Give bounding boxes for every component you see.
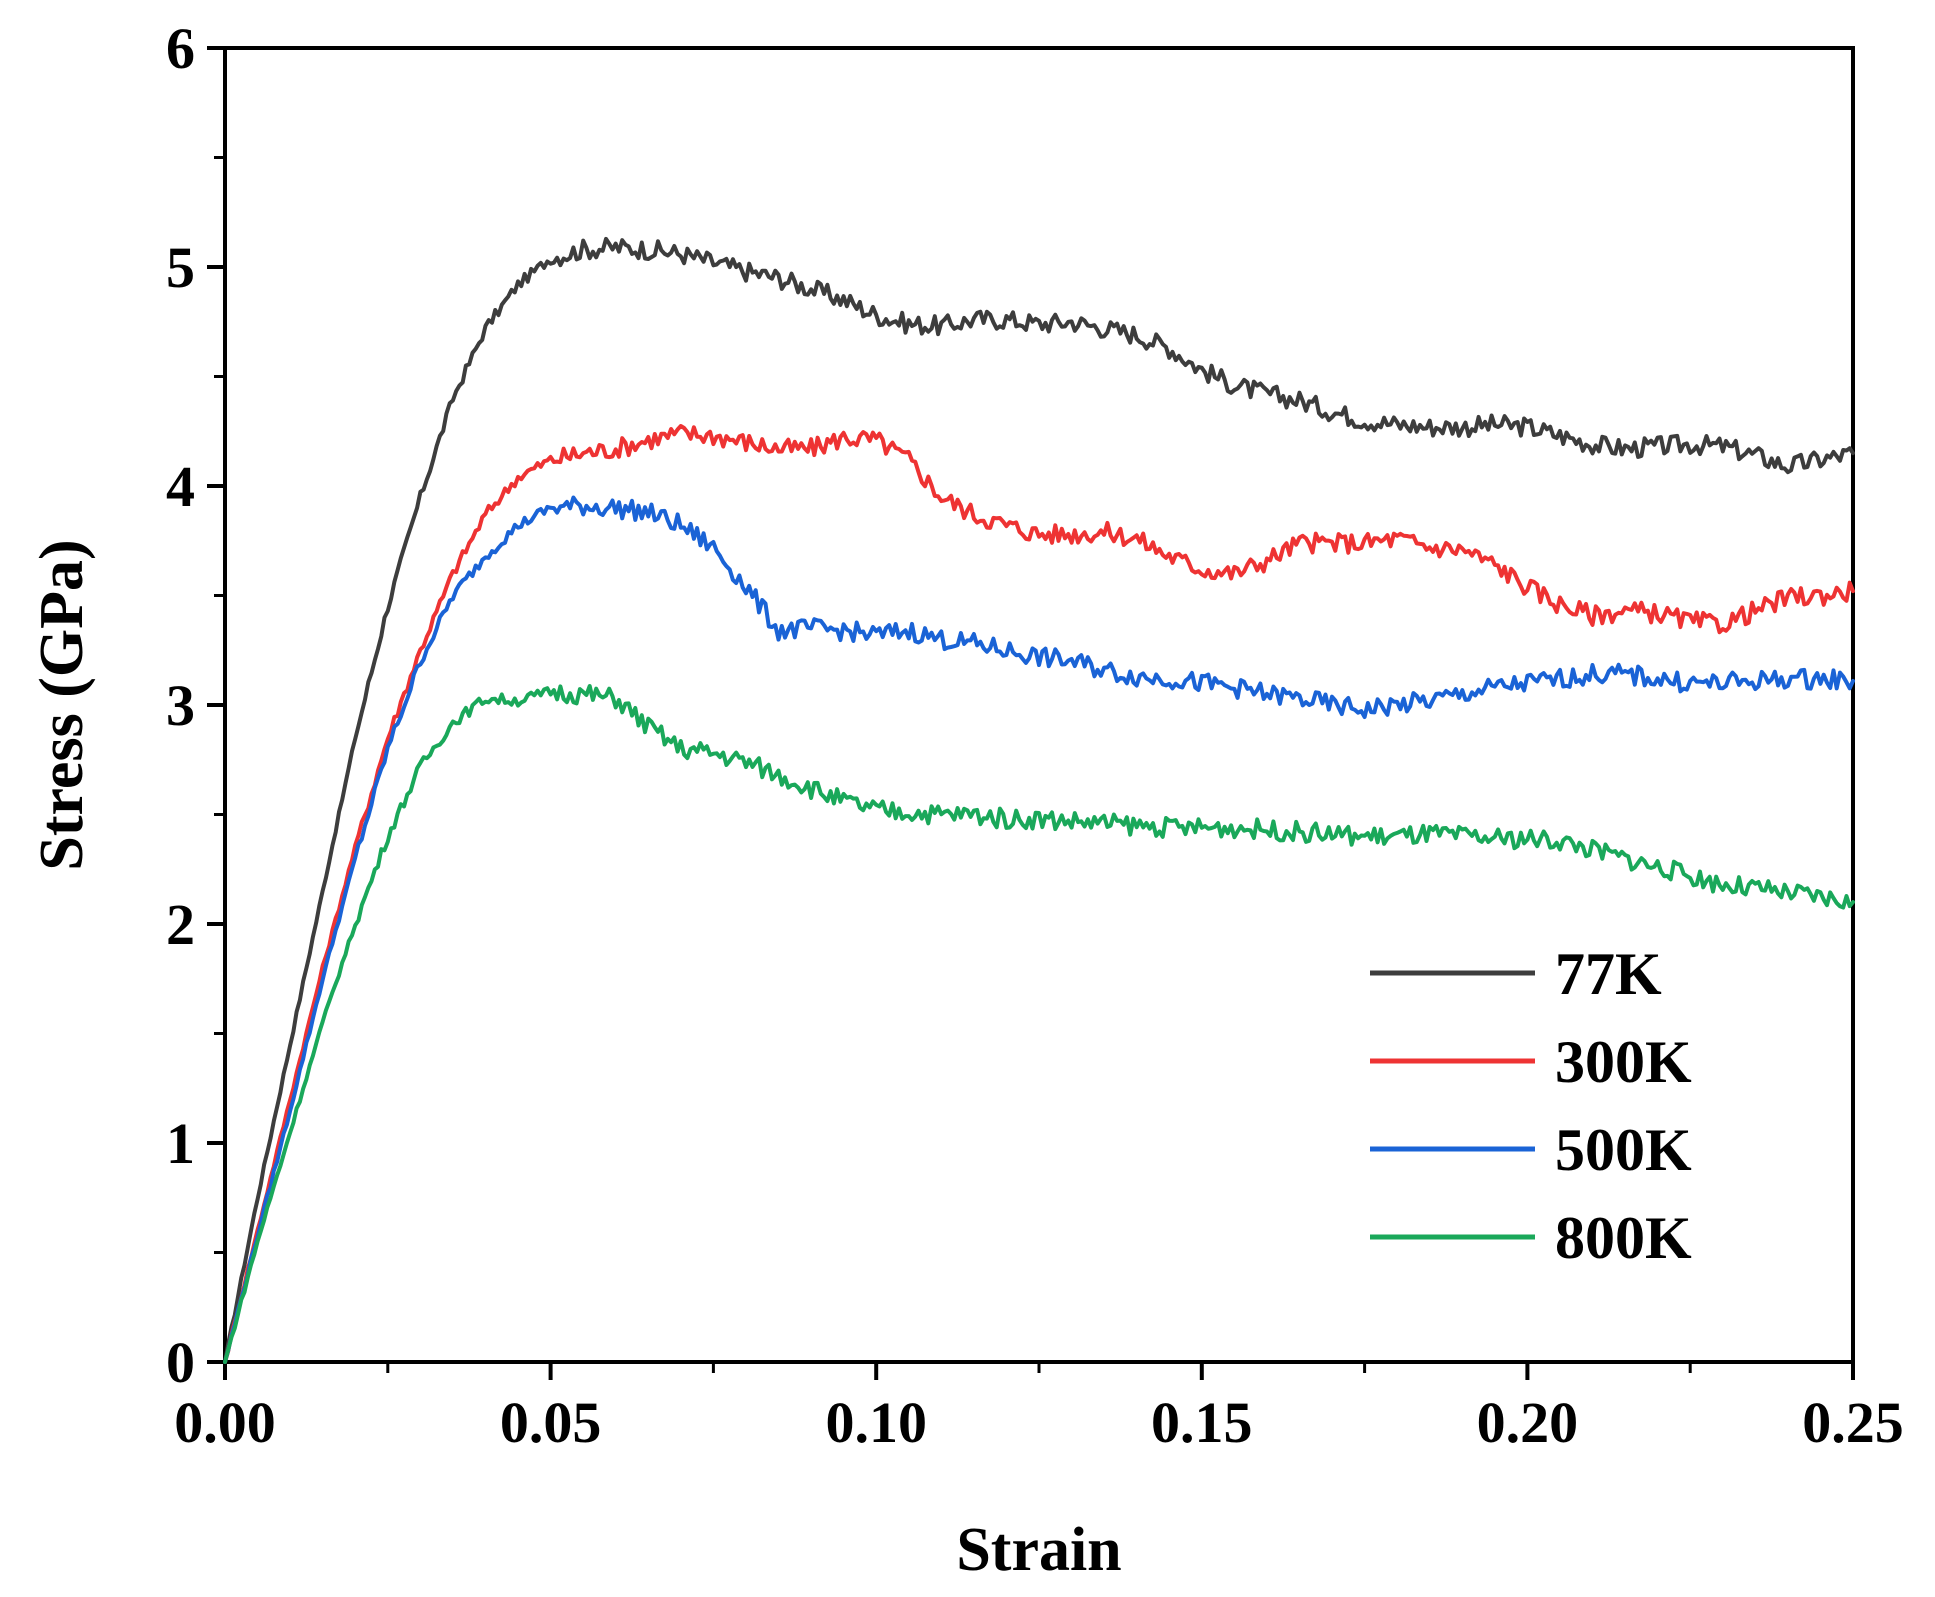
x-tick-label: 0.05 xyxy=(500,1390,602,1455)
y-axis: 0 1 2 3 4 5 6 xyxy=(166,16,225,1395)
series-line-800K xyxy=(223,684,1855,1364)
x-tick-label: 0.15 xyxy=(1151,1390,1253,1455)
y-axis-title: Stress (GPa) xyxy=(28,539,96,870)
x-axis: 0.00 0.05 0.10 0.15 0.20 0.25 xyxy=(174,1362,1904,1455)
y-tick-label: 5 xyxy=(166,235,195,300)
legend-label-77K: 77K xyxy=(1555,941,1662,1007)
y-tick-label: 3 xyxy=(166,673,195,738)
x-axis-title: Strain xyxy=(956,1516,1121,1584)
legend-label-300K: 300K xyxy=(1555,1029,1692,1095)
y-tick-label: 4 xyxy=(166,454,195,519)
x-tick-label: 0.10 xyxy=(825,1390,927,1455)
x-tick-label: 0.20 xyxy=(1477,1390,1579,1455)
y-tick-label: 6 xyxy=(166,16,195,81)
y-tick-label: 0 xyxy=(166,1330,195,1395)
series-line-500K xyxy=(223,495,1855,1364)
x-tick-label: 0.00 xyxy=(174,1390,276,1455)
series-lines xyxy=(223,236,1855,1364)
y-tick-label: 2 xyxy=(166,892,195,957)
y-tick-label: 1 xyxy=(166,1111,195,1176)
series-line-77K xyxy=(223,236,1855,1364)
x-tick-label: 0.25 xyxy=(1802,1390,1904,1455)
series-line-300K xyxy=(223,424,1855,1364)
legend-label-800K: 800K xyxy=(1555,1205,1692,1271)
legend: 77K 300K 500K 800K xyxy=(1370,941,1692,1271)
legend-label-500K: 500K xyxy=(1555,1117,1692,1183)
